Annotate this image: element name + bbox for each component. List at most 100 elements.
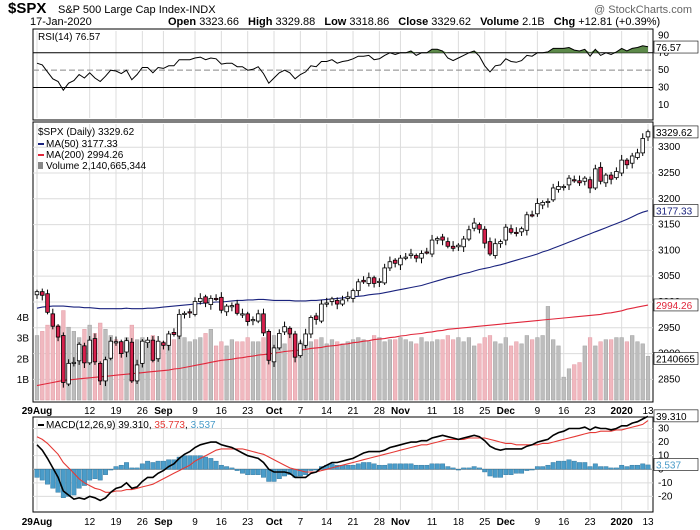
candle-body [176, 313, 182, 337]
macd-tag: 39.310 [656, 412, 687, 423]
volume-bar [245, 337, 250, 401]
macd-histogram-bar [197, 455, 203, 470]
rsi-legend: RSI(14) 76.57 [38, 32, 101, 43]
watermark[interactable]: @ StockCharts.com [594, 4, 692, 16]
macd-histogram-bar [234, 469, 240, 471]
macd-histogram-bar [355, 463, 361, 470]
candle-body [466, 229, 472, 240]
candle-body [161, 342, 166, 346]
macd-histogram-bar [424, 464, 430, 470]
candle-body [329, 298, 335, 302]
x-tick-label-macd: 13 [642, 517, 654, 528]
x-tick-label-macd: Oct [266, 517, 283, 528]
ma50-tag: 3177.33 [656, 206, 693, 217]
volume-legend: Volume 2,140,665,344 [46, 161, 147, 172]
volume-bar [213, 345, 219, 401]
candle-body [587, 179, 593, 189]
candle-body [103, 359, 108, 382]
candle-body [340, 299, 345, 305]
macd-histogram-bar [566, 459, 572, 470]
macd-histogram-bar [213, 460, 219, 470]
macd-histogram-bar [139, 463, 145, 470]
volume-bar [182, 337, 187, 401]
macd-histogram-bar [598, 466, 604, 470]
volume-bar [335, 341, 340, 401]
price-tick-label: 3200 [658, 194, 681, 205]
macd-histogram-bar [529, 469, 535, 471]
volume-bar [472, 345, 477, 401]
macd-histogram-bar [345, 464, 351, 470]
macd-histogram-bar [592, 463, 598, 470]
macd-histogram-bar [250, 469, 256, 475]
macd-histogram-bar [187, 455, 193, 470]
volume-bar [477, 343, 482, 401]
volume-bar [40, 331, 45, 401]
macd-histogram-bar [455, 469, 461, 471]
candle-body [245, 313, 250, 322]
candle-body [582, 177, 588, 182]
macd-histogram-bar [487, 469, 493, 477]
macd-histogram-bar [261, 469, 266, 478]
volume-tick-label: 1B [17, 375, 30, 386]
macd-histogram-bar [471, 466, 477, 470]
candle-body [608, 174, 614, 180]
macd-histogram-bar [498, 469, 503, 478]
x-tick-label-price: 14 [321, 406, 333, 417]
macd-histogram-bar [108, 469, 114, 471]
x-tick-label-price: Dec [497, 406, 516, 417]
x-tick-label-price: 19 [110, 406, 122, 417]
volume-tick-label: 4B [17, 313, 30, 324]
x-tick-label-price: Oct [266, 406, 283, 417]
volume-bar [50, 318, 55, 401]
macd-histogram-bar [629, 464, 635, 470]
volume-bar [609, 339, 614, 401]
volume-bar [503, 337, 508, 401]
candle-body [493, 243, 498, 256]
candle-body [408, 253, 414, 256]
volume-bar [329, 339, 335, 401]
candle-body [535, 203, 540, 215]
candle-body [219, 296, 224, 311]
macd-histogram-bar [371, 463, 377, 470]
candle-body [261, 313, 266, 334]
volume-bar [171, 339, 177, 401]
x-tick-label-macd: 14 [321, 517, 333, 528]
volume-bar [372, 335, 377, 401]
candle-body [82, 345, 87, 364]
price-legend: $SPX (Daily) 3329.62 MA(50) 3177.33 MA(2… [38, 127, 147, 172]
price-last-tag: 3329.62 [656, 128, 693, 139]
volume-bar [535, 337, 540, 401]
volume-bar [229, 339, 234, 401]
x-tick-label-price: 26 [137, 406, 149, 417]
candle-body [92, 338, 98, 363]
volume-bar [619, 337, 624, 401]
volume-bar [561, 376, 566, 401]
rsi-line [36, 45, 649, 92]
macd-histogram-bar [387, 463, 393, 470]
volume-bar [377, 337, 382, 401]
macd-tick-label: 20 [658, 437, 670, 448]
volume-bar [498, 343, 503, 401]
volume-bar [187, 341, 192, 401]
candle-body [629, 155, 635, 164]
x-tick-label-price: 2020 [611, 406, 634, 417]
macd-histogram-bar [429, 463, 435, 470]
volume-bar [603, 339, 608, 401]
candle-body [635, 152, 640, 158]
macd-histogram-bar [218, 464, 224, 470]
candle-body [119, 341, 124, 354]
volume-bar [113, 339, 119, 401]
candle-body [166, 333, 171, 346]
macd-histogram-bar [97, 469, 103, 481]
macd-histogram-bar [103, 469, 108, 475]
x-tick-label-macd: 25 [479, 517, 491, 528]
volume-bar [493, 341, 498, 401]
volume-bar [466, 337, 472, 401]
macd-histogram-bar [150, 462, 156, 470]
candle-body [50, 313, 56, 327]
volume-bar [208, 329, 213, 401]
candle-body [429, 239, 435, 255]
candle-body [508, 228, 514, 233]
candle-body [303, 333, 308, 346]
